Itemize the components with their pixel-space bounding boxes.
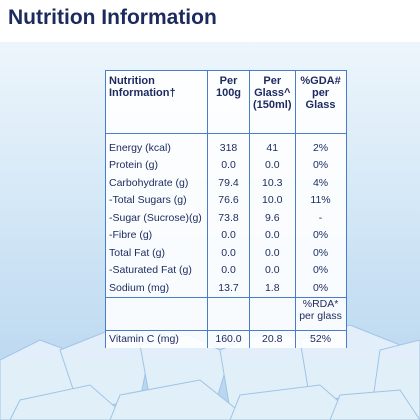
row-value: 11% — [294, 191, 347, 209]
header-line: (150ml) — [253, 99, 292, 111]
row-value: 20.8 — [249, 330, 296, 348]
header-cell: Per 100g — [207, 70, 250, 134]
rda-blank-cell — [207, 297, 250, 331]
row-label: Carbohydrate (g) — [105, 174, 208, 192]
row-value: 0.0 — [207, 261, 250, 279]
table-row: Protein (g) 0.0 0.0 0% — [105, 156, 347, 174]
row-value: 0% — [294, 279, 347, 298]
row-value: 76.6 — [207, 191, 250, 209]
row-value: 0.0 — [249, 226, 296, 244]
table-row: Carbohydrate (g) 79.4 10.3 4% — [105, 174, 347, 192]
table-row: -Sugar (Sucrose)(g) 73.8 9.6- — [105, 209, 347, 227]
table-row: -Saturated Fat (g) 0.0 0.0 0% — [105, 261, 347, 279]
row-value: 0% — [294, 244, 347, 262]
row-value: 13.7 — [207, 279, 250, 298]
table-row: Sodium (mg) 13.7 1.8 0% — [105, 279, 347, 298]
row-label: -Total Sugars (g) — [105, 191, 208, 209]
row-value: 79.4 — [207, 174, 250, 192]
row-value: 160.0 — [207, 330, 250, 348]
row-value: 0% — [294, 156, 347, 174]
row-value: 0.0 — [249, 244, 296, 262]
row-label: Vitamin C (mg) — [105, 330, 208, 348]
table-row: -Fibre (g) 0.0 0.0 0% — [105, 226, 347, 244]
row-label: -Fibre (g) — [105, 226, 208, 244]
header-row: Nutrition Information† Per 100g Per Glass^ (15… — [105, 70, 347, 134]
row-value: 52% — [294, 330, 347, 348]
header-cell: Nutrition Information† — [105, 70, 208, 134]
rda-blank-cell — [249, 297, 296, 331]
rda-header-row: %RDA* per glass — [105, 297, 347, 331]
header-line: Nutrition — [109, 75, 155, 87]
rda-header-line: %RDA* — [302, 297, 339, 310]
row-value: 0.0 — [249, 156, 296, 174]
rda-header-cell: %RDA* per glass — [294, 297, 347, 331]
row-value: 2% — [294, 133, 347, 157]
header-line: per — [311, 87, 330, 99]
row-label: -Sugar (Sucrose)(g) — [105, 209, 208, 227]
row-value: 10.3 — [249, 174, 296, 192]
row-label: Energy (kcal) — [105, 133, 208, 157]
row-value: 0.0 — [207, 156, 250, 174]
row-value: 9.6 — [249, 209, 296, 227]
title-bar — [0, 0, 420, 42]
header-line: Glass — [305, 99, 336, 111]
row-value: 73.8 — [207, 209, 250, 227]
header-line: %GDA# — [300, 75, 341, 87]
header-cell: Per Glass^ (150ml) — [249, 70, 296, 134]
row-value: 0% — [294, 226, 347, 244]
row-label: Protein (g) — [105, 156, 208, 174]
row-value: 4% — [294, 174, 347, 192]
row-value: 0.0 — [207, 244, 250, 262]
header-line: 100g — [215, 87, 242, 99]
row-value: 0.0 — [207, 226, 250, 244]
row-value: 318 — [207, 133, 250, 157]
header-line: Information† — [109, 87, 176, 99]
header-line: Per — [219, 75, 238, 87]
header-line: Per — [263, 75, 282, 87]
row-label: Total Fat (g) — [105, 244, 208, 262]
table-row: Energy (kcal) 318 41 2% — [105, 133, 347, 157]
row-label: Sodium (mg) — [105, 279, 208, 298]
row-value: 41 — [249, 133, 296, 157]
row-value: 1.8 — [249, 279, 296, 298]
row-label: -Saturated Fat (g) — [105, 261, 208, 279]
nutrition-table: Nutrition Information† Per 100g Per Glass^ (15… — [105, 70, 347, 348]
header-cell: %GDA# per Glass — [294, 70, 347, 134]
row-value: 10.0 — [249, 191, 296, 209]
title: Nutrition Information — [8, 6, 217, 29]
table-row: Total Fat (g) 0.0 0.0 0% — [105, 244, 347, 262]
rda-blank-cell — [105, 297, 208, 331]
row-value: - — [294, 209, 347, 227]
table-row: Vitamin C (mg) 160.0 20.8 52% — [105, 330, 347, 348]
table-row: -Total Sugars (g) 76.6 10.0 11% — [105, 191, 347, 209]
header-line: Glass^ — [254, 87, 291, 99]
rda-header-line: per glass — [299, 309, 342, 322]
row-value: 0.0 — [249, 261, 296, 279]
row-value: 0% — [294, 261, 347, 279]
